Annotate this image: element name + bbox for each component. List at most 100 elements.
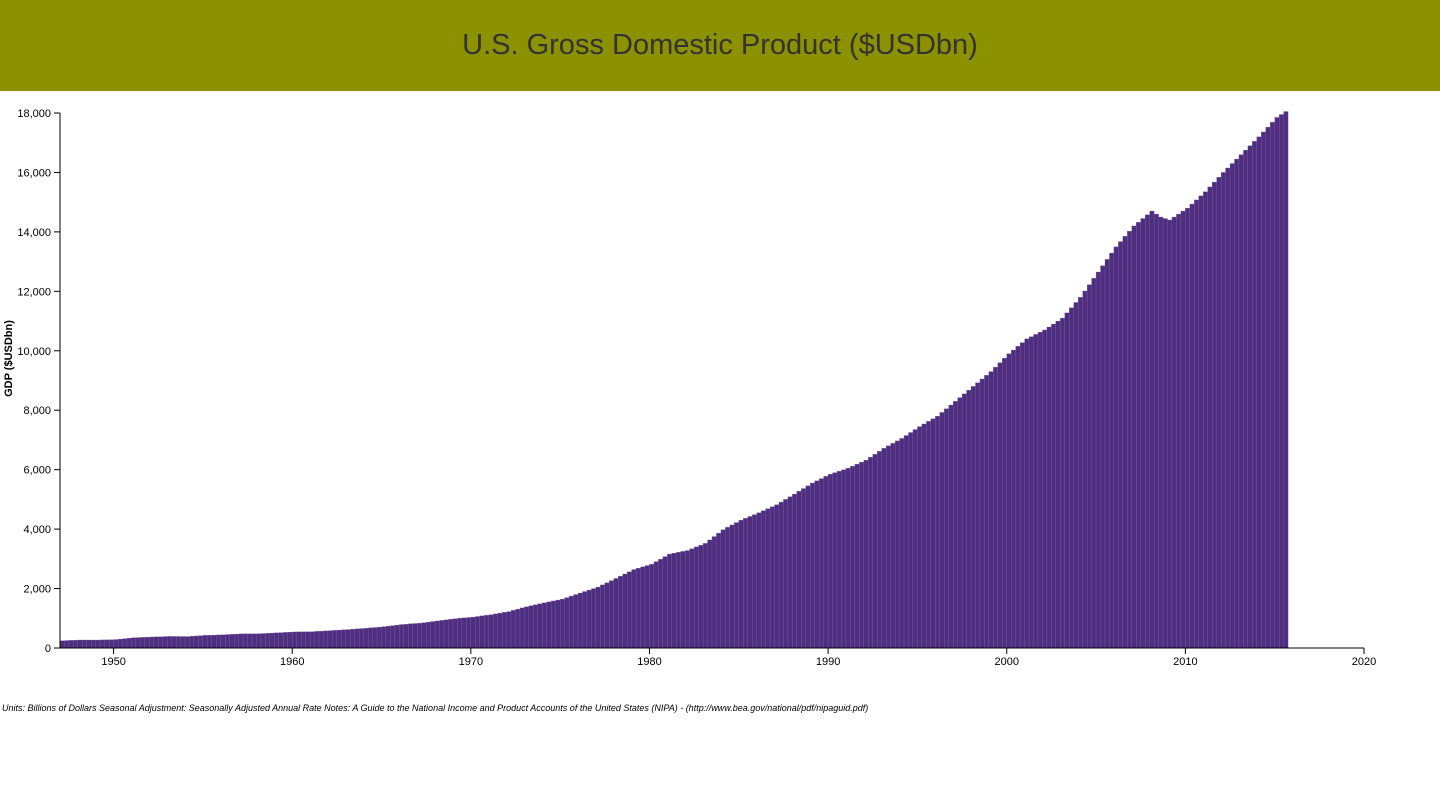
gdp-bar [1176, 213, 1182, 649]
gdp-bar [269, 632, 275, 649]
gdp-bar [403, 624, 409, 649]
gdp-bar [283, 632, 288, 649]
gdp-bar [158, 636, 163, 649]
gdp-bar [680, 551, 686, 649]
gdp-bar [448, 619, 454, 649]
gdp-bar [1037, 332, 1043, 649]
gdp-bar [796, 491, 802, 649]
gdp-bar [1091, 278, 1097, 649]
gdp-bar [778, 501, 784, 649]
gdp-bar [551, 600, 556, 649]
gdp-bar [707, 539, 713, 649]
y-tick-label: 0 [45, 643, 51, 655]
x-tick-label: 2020 [1352, 656, 1376, 668]
y-axis-title: GDP ($USDbn) [3, 320, 15, 397]
gdp-bar [211, 634, 217, 649]
gdp-bar [1042, 329, 1048, 649]
gdp-bar [832, 472, 838, 649]
gdp-bar [1104, 259, 1110, 649]
gdp-bar [309, 631, 315, 649]
gdp-bar [533, 604, 538, 649]
gdp-bar [845, 468, 851, 649]
gdp-bar [756, 512, 762, 649]
gdp-bar [1279, 114, 1284, 649]
gdp-bar [372, 627, 378, 649]
gdp-bar [73, 640, 79, 649]
gdp-bar [1247, 145, 1253, 649]
gdp-bar [801, 488, 806, 649]
gdp-bar [1162, 218, 1168, 649]
gdp-bar [850, 466, 856, 649]
y-tick-label: 10,000 [17, 346, 51, 358]
gdp-bar [564, 597, 570, 649]
gdp-bar [149, 636, 154, 649]
y-tick-label: 16,000 [17, 167, 51, 179]
gdp-bar [367, 627, 373, 649]
gdp-bar [394, 624, 400, 649]
gdp-bar [381, 626, 387, 649]
gdp-bar [363, 628, 369, 649]
gdp-bar [300, 631, 306, 649]
gdp-bar [430, 621, 436, 649]
gdp-bar [984, 375, 990, 649]
gdp-bar [390, 625, 396, 649]
gdp-bar [1212, 181, 1217, 649]
gdp-bar [470, 616, 476, 649]
gdp-bar [595, 586, 601, 649]
gdp-bar [452, 618, 458, 649]
gdp-bar [676, 552, 681, 649]
gdp-bar [586, 589, 592, 649]
gdp-bar [863, 460, 869, 649]
gdp-bar [635, 568, 641, 649]
gdp-bar [823, 476, 829, 649]
gdp-bar [979, 378, 985, 649]
gdp-bar [1145, 214, 1150, 649]
gdp-bar [225, 634, 230, 649]
gdp-bar [702, 543, 708, 649]
gdp-bar [91, 639, 96, 649]
gdp-bar [944, 408, 949, 649]
gdp-bar [479, 615, 485, 649]
gdp-bar [292, 631, 297, 649]
x-tick-label: 1970 [459, 656, 483, 668]
y-tick-label: 4,000 [23, 524, 51, 536]
gdp-bar [903, 435, 909, 649]
gdp-bar [497, 613, 503, 649]
gdp-bar [1180, 210, 1186, 649]
y-tick-label: 18,000 [17, 108, 51, 120]
gdp-bar [82, 639, 87, 649]
gdp-bar [1069, 307, 1074, 649]
gdp-bar [970, 386, 976, 649]
gdp-bar [408, 623, 413, 649]
gdp-bar [819, 478, 824, 649]
gdp-bar [627, 571, 632, 649]
gdp-bar [1055, 320, 1061, 649]
gdp-bar [1060, 317, 1065, 649]
gdp-bar [769, 506, 775, 649]
gdp-bar [175, 636, 181, 649]
gdp-bar [417, 623, 422, 649]
gdp-bar [752, 514, 757, 649]
gdp-bar [501, 612, 507, 649]
gdp-bar [877, 451, 882, 649]
gdp-bar [841, 469, 847, 649]
gdp-bar [1131, 225, 1137, 649]
gdp-bar [1064, 312, 1070, 649]
gdp-bar [140, 637, 146, 649]
gdp-bar [528, 605, 534, 649]
gdp-bar [1019, 342, 1025, 649]
gdp-bar [609, 580, 614, 649]
gdp-bar [573, 594, 579, 649]
gdp-bar [59, 640, 65, 649]
gdp-bar [64, 640, 70, 649]
gdp-bar [953, 401, 958, 649]
gdp-bar [484, 615, 489, 649]
gdp-bar [1006, 353, 1012, 649]
gdp-bar [104, 639, 110, 649]
gdp-bar [1216, 177, 1222, 649]
gdp-bar [975, 382, 981, 649]
gdp-bar [1011, 349, 1016, 649]
gdp-bar [193, 635, 199, 649]
gdp-bar [519, 607, 525, 649]
bars-group [59, 111, 1289, 649]
